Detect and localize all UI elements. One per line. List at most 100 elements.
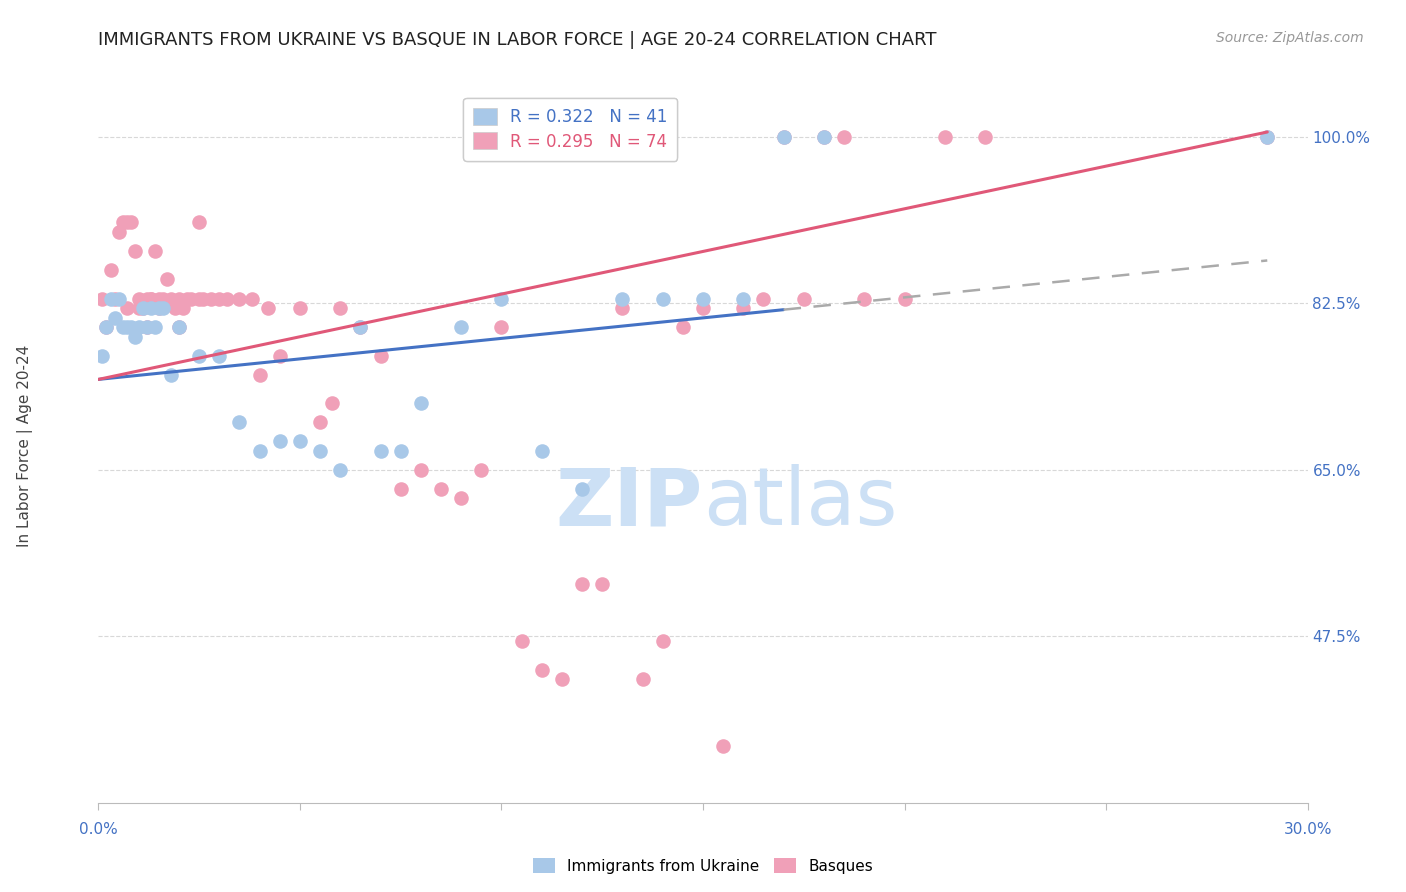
- Point: [450, 491, 472, 506]
- Point: [156, 272, 179, 286]
- Point: [180, 292, 202, 306]
- Point: [120, 320, 142, 334]
- Point: [143, 244, 166, 258]
- Point: [389, 482, 412, 496]
- Point: [228, 415, 250, 429]
- Point: [143, 320, 166, 334]
- Point: [711, 739, 734, 753]
- Point: [107, 225, 129, 239]
- Point: [128, 292, 150, 306]
- Point: [135, 320, 157, 334]
- Legend: R = 0.322   N = 41, R = 0.295   N = 74: R = 0.322 N = 41, R = 0.295 N = 74: [464, 97, 678, 161]
- Point: [491, 292, 513, 306]
- Point: [188, 349, 211, 363]
- Point: [269, 349, 291, 363]
- Text: 30.0%: 30.0%: [1284, 822, 1331, 837]
- Point: [111, 215, 134, 229]
- Point: [115, 301, 138, 315]
- Text: ZIP: ZIP: [555, 464, 703, 542]
- Point: [135, 320, 157, 334]
- Point: [288, 434, 311, 449]
- Point: [631, 672, 654, 686]
- Point: [200, 292, 222, 306]
- Point: [249, 368, 271, 382]
- Point: [96, 320, 118, 334]
- Point: [309, 443, 332, 458]
- Point: [269, 434, 291, 449]
- Point: [430, 482, 453, 496]
- Point: [329, 301, 352, 315]
- Point: [832, 129, 855, 144]
- Point: [132, 301, 155, 315]
- Point: [103, 292, 125, 306]
- Point: [100, 263, 122, 277]
- Point: [651, 292, 673, 306]
- Point: [450, 320, 472, 334]
- Point: [148, 292, 170, 306]
- Point: [96, 320, 118, 334]
- Point: [167, 292, 190, 306]
- Point: [612, 292, 634, 306]
- Point: [240, 292, 263, 306]
- Point: [329, 463, 352, 477]
- Point: [163, 301, 186, 315]
- Point: [530, 443, 553, 458]
- Legend: Immigrants from Ukraine, Basques: Immigrants from Ukraine, Basques: [527, 852, 879, 880]
- Point: [152, 301, 174, 315]
- Point: [612, 301, 634, 315]
- Point: [115, 320, 138, 334]
- Point: [813, 129, 835, 144]
- Point: [389, 443, 412, 458]
- Point: [124, 329, 146, 343]
- Point: [228, 292, 250, 306]
- Point: [491, 320, 513, 334]
- Point: [651, 634, 673, 648]
- Point: [853, 292, 876, 306]
- Point: [571, 577, 593, 591]
- Point: [321, 396, 343, 410]
- Point: [249, 443, 271, 458]
- Point: [733, 292, 755, 306]
- Point: [551, 672, 574, 686]
- Point: [128, 320, 150, 334]
- Point: [349, 320, 371, 334]
- Point: [193, 292, 215, 306]
- Point: [103, 310, 125, 325]
- Point: [772, 129, 794, 144]
- Point: [208, 349, 231, 363]
- Point: [1256, 129, 1278, 144]
- Point: [160, 292, 183, 306]
- Point: [1256, 129, 1278, 144]
- Point: [974, 129, 997, 144]
- Point: [409, 463, 432, 477]
- Point: [893, 292, 915, 306]
- Point: [370, 349, 392, 363]
- Text: Source: ZipAtlas.com: Source: ZipAtlas.com: [1216, 31, 1364, 45]
- Point: [672, 320, 695, 334]
- Point: [288, 301, 311, 315]
- Point: [752, 292, 775, 306]
- Point: [409, 396, 432, 410]
- Point: [813, 129, 835, 144]
- Point: [124, 244, 146, 258]
- Point: [91, 292, 114, 306]
- Point: [148, 301, 170, 315]
- Point: [349, 320, 371, 334]
- Point: [139, 301, 162, 315]
- Point: [510, 634, 533, 648]
- Point: [160, 368, 183, 382]
- Text: atlas: atlas: [703, 464, 897, 542]
- Point: [100, 292, 122, 306]
- Point: [733, 301, 755, 315]
- Point: [692, 301, 714, 315]
- Point: [188, 292, 211, 306]
- Point: [172, 301, 194, 315]
- Point: [692, 292, 714, 306]
- Point: [132, 301, 155, 315]
- Point: [115, 215, 138, 229]
- Point: [772, 129, 794, 144]
- Point: [148, 301, 170, 315]
- Point: [152, 292, 174, 306]
- Point: [91, 349, 114, 363]
- Point: [256, 301, 278, 315]
